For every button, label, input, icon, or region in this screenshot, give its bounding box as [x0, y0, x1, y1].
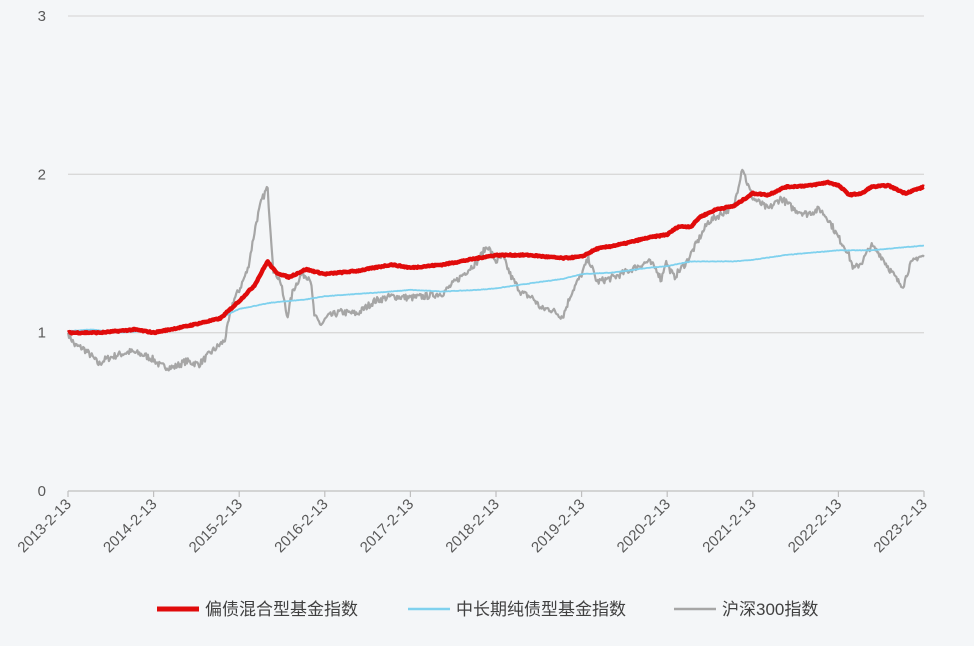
y-axis-labels: 0 1 2 3 — [38, 8, 46, 500]
series-line-1 — [66, 179, 926, 336]
x-tick-label: 2023-2-13 — [870, 496, 930, 556]
legend-label-3: 沪深300指数 — [722, 600, 818, 619]
legend-label-1: 偏债混合型基金指数 — [205, 600, 358, 619]
x-tick-label: 2021-2-13 — [699, 496, 759, 556]
y-tick-label: 3 — [38, 8, 46, 25]
series-line-2 — [67, 244, 924, 334]
y-tick-label: 1 — [38, 325, 46, 342]
x-tick-label: 2018-2-13 — [442, 496, 502, 556]
x-tick-label: 2016-2-13 — [271, 496, 331, 556]
x-tick-label: 2019-2-13 — [528, 496, 588, 556]
x-axis-labels: 2013-2-13 2014-2-13 2015-2-13 2016-2-13 2017… — [14, 496, 930, 556]
x-tick-label: 2017-2-13 — [357, 496, 417, 556]
y-tick-label: 2 — [38, 166, 46, 183]
x-tick-label: 2020-2-13 — [614, 496, 674, 556]
x-tick-label: 2015-2-13 — [186, 496, 246, 556]
gridlines — [68, 15, 924, 334]
x-tick-label: 2022-2-13 — [785, 496, 845, 556]
series-lines — [66, 168, 926, 372]
y-tick-label: 0 — [38, 483, 46, 500]
x-tick-label: 2013-2-13 — [14, 496, 74, 556]
legend: 偏债混合型基金指数 中长期纯债型基金指数 沪深300指数 — [157, 600, 818, 619]
x-tick-label: 2014-2-13 — [100, 496, 160, 556]
x-axis — [67, 490, 925, 497]
series-line-3 — [66, 168, 925, 372]
legend-label-2: 中长期纯债型基金指数 — [456, 600, 626, 619]
